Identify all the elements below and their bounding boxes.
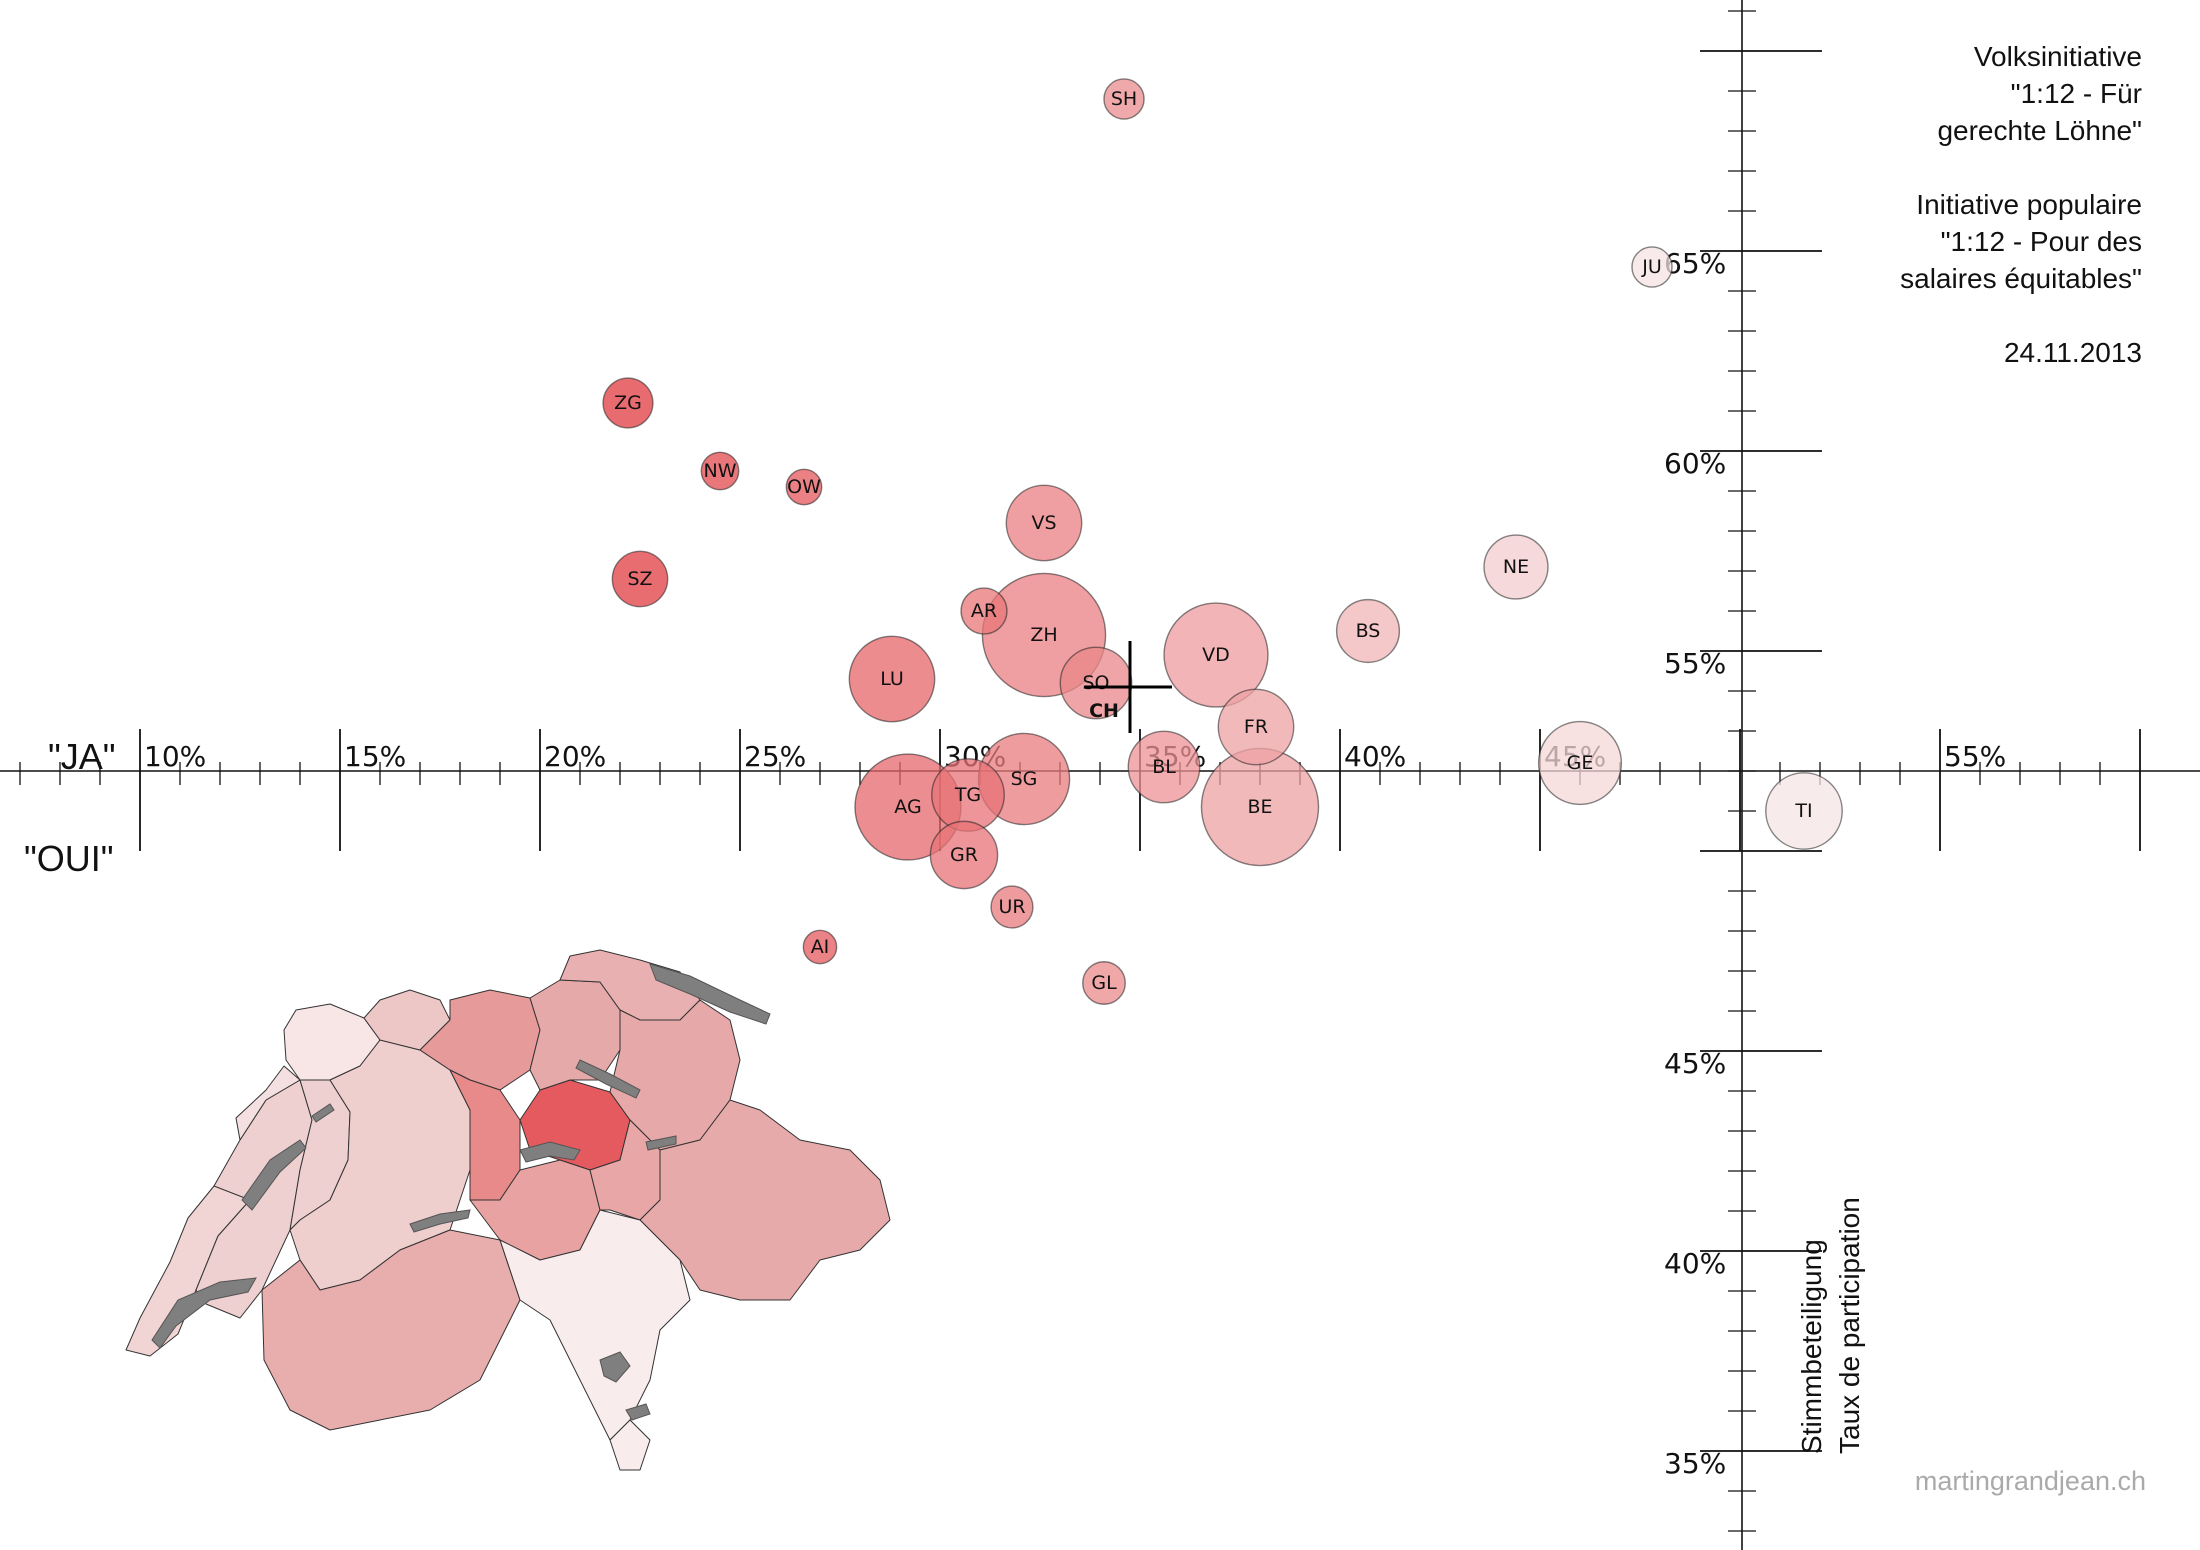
x-tick-label: 20% [544, 740, 606, 773]
lake-thun-brienz [409, 1209, 471, 1233]
bubble-label-gl: GL [1091, 972, 1117, 994]
x-tick-label: 25% [744, 740, 806, 773]
canton-ti [499, 1209, 691, 1441]
bubble-ow [785, 468, 823, 506]
y-tick-label: 65% [1664, 247, 1726, 280]
bubble-label-sg: SG [1011, 768, 1038, 790]
credit-text: martingrandjean.ch [1914, 1466, 2146, 1496]
bubble-label-bs: BS [1356, 620, 1381, 642]
bubble-label-ag: AG [894, 796, 921, 818]
bubble-label-gr: GR [950, 844, 978, 866]
bubble-label-nw: NW [704, 460, 737, 482]
bubble-label-sh: SH [1111, 88, 1137, 110]
bubble-label-vd: VD [1202, 644, 1230, 666]
lake-zurich [575, 1059, 641, 1099]
lake-neuchatel [241, 1139, 307, 1211]
bubble-lu [848, 635, 936, 723]
bubble-ju [1631, 246, 1673, 288]
bubble-zg [602, 377, 654, 429]
y-tick-label: 35% [1664, 1447, 1726, 1480]
y-tick-label: 45% [1664, 1047, 1726, 1080]
lake-lugano [625, 1403, 651, 1421]
bubble-label-vs: VS [1031, 512, 1056, 534]
y-tick-label: 55% [1664, 647, 1726, 680]
x-tick-label: 15% [344, 740, 406, 773]
bubble-label-lu: LU [880, 668, 904, 690]
national-label: CH [1089, 700, 1119, 722]
bubble-label-ti: TI [1794, 800, 1812, 822]
canton-ti-south [609, 1419, 651, 1471]
bubble-label-bl: BL [1152, 756, 1176, 778]
bubble-bl [1127, 730, 1201, 804]
bubble-label-ju: JU [1641, 256, 1662, 278]
national-marker: CH [1084, 641, 1172, 733]
bubble-label-ar: AR [971, 600, 997, 622]
y-tick-label: 40% [1664, 1247, 1726, 1280]
bubble-label-ge: GE [1567, 752, 1594, 774]
lake-biel [311, 1103, 335, 1123]
bubble-gl [1082, 961, 1126, 1005]
lake-walensee [645, 1135, 677, 1151]
bubble-label-be: BE [1247, 796, 1272, 818]
vote-date: 24.11.2013 [2003, 337, 2142, 368]
bubble-vd [1163, 602, 1269, 708]
bubble-label-zg: ZG [614, 392, 642, 414]
title-german: Volksinitiative "1:12 - Für gerechte Löh… [1937, 41, 2142, 146]
bubble-ai [802, 929, 838, 965]
bubble-ge [1537, 720, 1623, 806]
bubble-gr [929, 820, 999, 890]
bubble-ar [960, 587, 1008, 635]
lake-bodensee [649, 963, 771, 1025]
bubble-label-ne: NE [1503, 556, 1529, 578]
x-axis-label-french: "OUI" [24, 838, 114, 879]
bubble-sh [1103, 78, 1145, 120]
bubble-label-so: SO [1082, 672, 1109, 694]
swiss-canton-map [125, 949, 891, 1471]
bubble-ne [1483, 534, 1549, 600]
bubble-bs [1335, 598, 1401, 664]
x-tick-label: 40% [1344, 740, 1406, 773]
bubble-label-ow: OW [787, 476, 821, 498]
title-french: Initiative populaire "1:12 - Pour des sa… [1900, 189, 2142, 294]
bubble-label-ai: AI [811, 936, 830, 958]
bubble-layer: SH JU ZG NW OW SZ VS NE AR BS ZH VD LU SO FR BL SG GE BE AG… [602, 78, 1843, 1005]
bubble-ur [990, 885, 1034, 929]
chart-title: Volksinitiative "1:12 - Für gerechte Löh… [1622, 38, 2142, 408]
lake-leman [151, 1277, 257, 1349]
x-tick-label: 10% [144, 740, 206, 773]
canton-vs [261, 1229, 521, 1431]
bubble-label-ur: UR [998, 896, 1025, 918]
bubble-ti [1765, 772, 1843, 850]
bubble-fr [1217, 688, 1295, 766]
y-tick-label: 60% [1664, 447, 1726, 480]
bubble-vs [1005, 484, 1083, 562]
bubble-label-zh: ZH [1030, 624, 1057, 646]
bubble-label-fr: FR [1244, 716, 1268, 738]
bubble-label-sz: SZ [627, 568, 652, 590]
lake-maggiore [599, 1351, 631, 1383]
lake-vierwaldstaetter [519, 1141, 581, 1163]
bubble-label-tg: TG [954, 784, 981, 806]
bubble-so [1059, 646, 1133, 720]
x-axis-label-german: "JA" [48, 736, 116, 777]
bubble-sz [611, 550, 669, 608]
x-tick-label: 55% [1944, 740, 2006, 773]
bubble-nw [700, 451, 740, 491]
